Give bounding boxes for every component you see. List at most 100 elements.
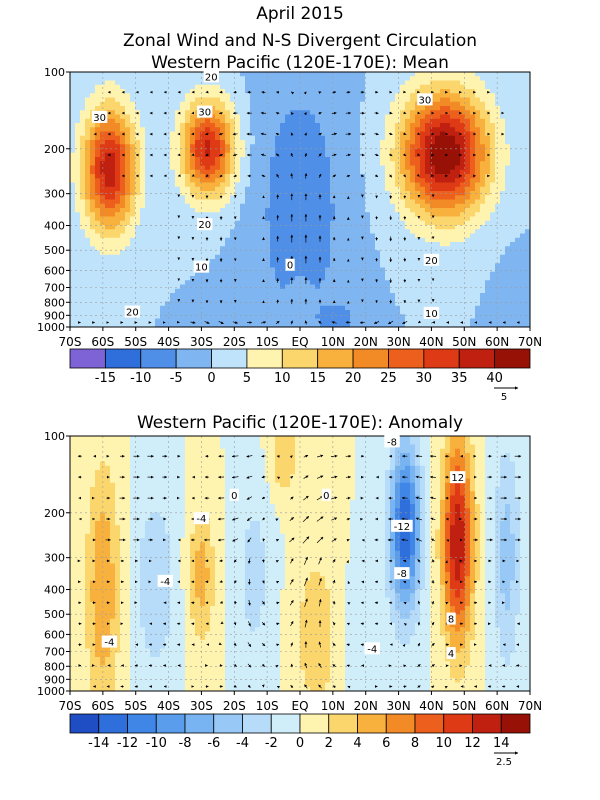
contour-label: -4 [193, 512, 210, 525]
wind-vector [303, 91, 307, 95]
wind-vector [275, 539, 280, 542]
wind-vector [290, 558, 294, 564]
wind-vector [219, 153, 224, 157]
wind-vector [430, 517, 436, 521]
wind-vector [219, 559, 223, 563]
wind-vector [234, 601, 237, 605]
wind-vector [318, 663, 322, 668]
wind-vector [246, 475, 253, 479]
wind-vector [332, 664, 336, 668]
wind-vector [232, 321, 238, 324]
wind-vector [290, 685, 294, 689]
y-tick-label: 200 [44, 507, 65, 520]
wind-vector [417, 579, 421, 584]
contour-label: -4 [364, 642, 380, 655]
wind-vector [231, 454, 239, 458]
colorbar-swatch [98, 713, 128, 734]
colorbar-label: -15 [95, 371, 116, 386]
wind-vector [291, 91, 295, 95]
colorbar-label: 25 [380, 371, 397, 386]
y-tick-label: 1000 [37, 685, 65, 698]
wind-vector [304, 320, 308, 325]
colorbar-label: -14 [88, 736, 109, 751]
mean-colorbar: -15 -10 -5 0 5 10 15 20 25 30 35 40 [69, 348, 531, 386]
y-tick-label: 400 [44, 220, 65, 233]
colorbar-swatch [281, 348, 319, 369]
wind-vector [403, 685, 407, 688]
wind-vector [318, 641, 322, 648]
x-tick-label: 40N [419, 335, 443, 349]
wind-vector [416, 173, 420, 177]
wind-vector [233, 559, 237, 563]
contour-label: 30 [417, 93, 433, 106]
wind-vector [247, 642, 252, 648]
x-tick-label: 50S [124, 335, 147, 349]
wind-vector [290, 132, 294, 136]
wind-vector [417, 559, 421, 563]
wind-vector [275, 664, 279, 668]
wind-vector [360, 174, 365, 178]
anom-colorbar: -14 -12 -10 -8 -6 -4 -2 0 2 4 6 8 10 12 14 [69, 713, 531, 751]
colorbar-swatch [246, 348, 283, 369]
wind-vector [431, 642, 435, 647]
wind-vector [290, 475, 294, 479]
wind-vector [331, 475, 338, 479]
contour-label: -12 [391, 519, 413, 533]
x-tick-label: 40N [419, 699, 443, 713]
y-tick-label: 700 [44, 646, 65, 659]
wind-vector [318, 112, 322, 115]
wind-vector [331, 496, 338, 500]
colorbar-label: 15 [309, 371, 326, 386]
x-tick-label: 40S [157, 335, 180, 349]
x-tick-label: 30N [386, 699, 410, 713]
wind-vector [444, 581, 448, 584]
wind-vector [233, 642, 237, 647]
wind-vector [404, 622, 408, 626]
wind-vector [233, 663, 238, 667]
wind-vector [345, 153, 351, 157]
wind-vector [290, 642, 293, 647]
x-tick-label: EQ [291, 699, 308, 713]
x-tick-label: 20S [223, 699, 246, 713]
wind-vector [275, 320, 280, 325]
wind-vector [262, 517, 266, 521]
contour-label: 30 [91, 110, 108, 124]
wind-vector [233, 622, 237, 626]
x-tick-label: 30S [190, 699, 213, 713]
wind-vector [218, 132, 224, 136]
wind-vector [347, 685, 351, 689]
wind-vector [429, 475, 436, 479]
colorbar-swatch [104, 348, 142, 369]
y-tick-label: 600 [44, 264, 65, 277]
x-tick-label: 70N [518, 335, 542, 349]
colorbar-swatch [357, 713, 387, 734]
wind-vector [304, 598, 308, 607]
wind-vector [403, 559, 407, 563]
wind-vector [276, 173, 280, 178]
wind-vector [331, 517, 338, 521]
wind-vector [332, 685, 336, 689]
colorbar-label: 2 [325, 736, 333, 751]
x-tick-label: 60N [485, 335, 509, 349]
wind-vector [318, 577, 322, 586]
mean-shaded-field [70, 72, 530, 327]
wind-vector [417, 600, 421, 605]
wind-vector [402, 321, 408, 324]
wind-vector [403, 153, 407, 157]
colorbar-swatch [385, 713, 416, 734]
colorbar-label: 14 [493, 736, 510, 751]
wind-vector [302, 536, 310, 544]
colorbar-label: 4 [353, 736, 361, 751]
figure-main-title: Zonal Wind and N-S Divergent Circulation [122, 31, 478, 51]
wind-vector [359, 321, 365, 324]
colorbar-swatch [140, 348, 177, 369]
y-tick-label: 600 [44, 628, 65, 641]
wind-vector [402, 643, 406, 648]
wind-vector [303, 475, 309, 479]
colorbar-swatch [213, 713, 243, 734]
wind-vector [191, 132, 195, 136]
wind-vector [247, 537, 252, 543]
wind-vector [318, 153, 322, 157]
wind-vector [431, 621, 435, 626]
